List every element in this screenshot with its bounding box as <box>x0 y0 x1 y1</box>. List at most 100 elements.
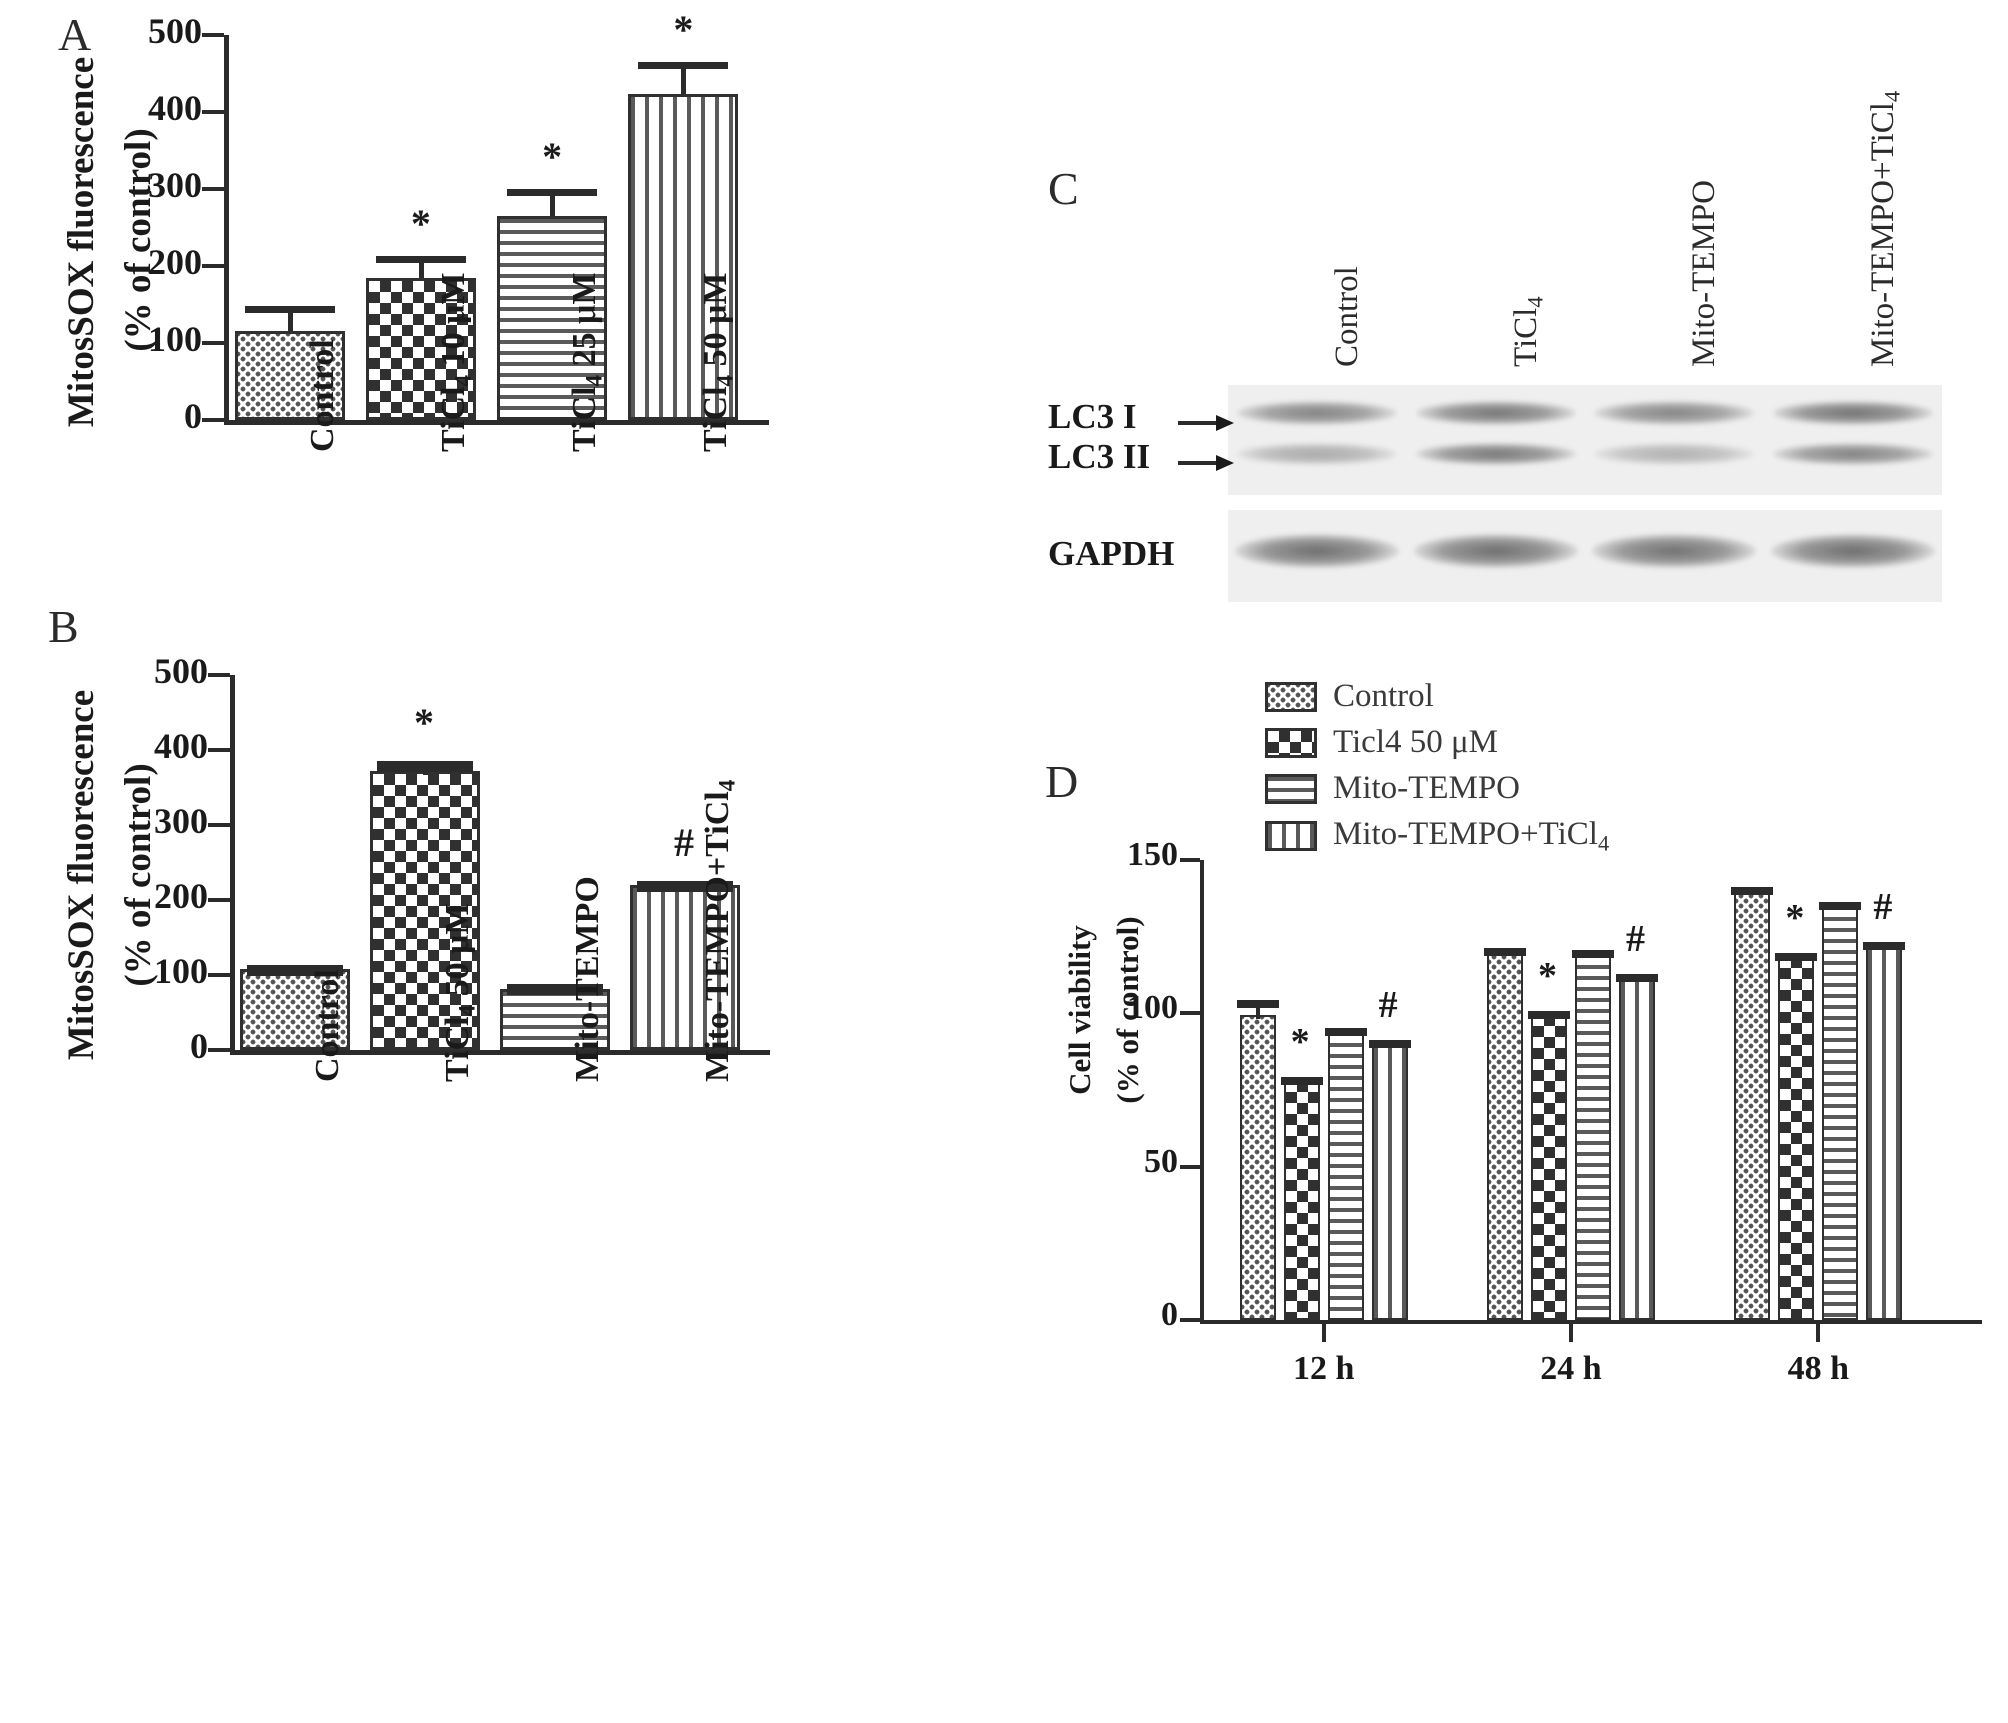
panel-c-band-lc3-i <box>1594 401 1755 425</box>
panel-d-error-bar <box>1731 886 1774 895</box>
panel-d-y-ticklabel: 100 <box>1127 989 1178 1027</box>
panel-b-bar <box>370 771 480 1050</box>
panel-d-error-bar <box>1324 1027 1367 1036</box>
panel-a-y-ticklabel: 500 <box>148 11 202 51</box>
panel-d-bar <box>1866 944 1903 1320</box>
panel-c-band-gapdh <box>1592 534 1757 568</box>
panel-b-ylabel-line1: MitosSOX fluorescence <box>61 689 102 1061</box>
panel-d-legend-swatch <box>1265 773 1317 804</box>
panel-d-bar <box>1487 950 1523 1320</box>
panel-a-error-bar <box>244 306 335 332</box>
panel-b-bar <box>500 988 610 1050</box>
panel-d-legend-swatch <box>1265 727 1317 758</box>
panel-a-letter: A <box>58 9 92 60</box>
panel-d-y-ticklabel: 0 <box>1161 1296 1178 1333</box>
panel-b-y-ticklabel: 0 <box>190 1026 208 1066</box>
panel-d-legend-swatch <box>1265 681 1317 712</box>
panel-a-y-ticklabel: 0 <box>184 396 202 436</box>
panel-b-y-ticklabel: 400 <box>154 726 208 766</box>
panel-d-significance-marker: # <box>1626 918 1645 961</box>
panel-d-y-tick <box>1180 1011 1200 1016</box>
panel-d-significance-marker: # <box>1378 984 1398 1026</box>
panel-d-x-tick <box>1816 1324 1821 1342</box>
panel-c-row-label-lc3-i: LC3 I <box>1048 397 1137 436</box>
panel-b-error-bar <box>507 984 603 995</box>
panel-b-y-tick <box>208 898 230 902</box>
error-bar-cap <box>377 760 473 772</box>
panel-b-y-ticklabel: 200 <box>154 876 208 916</box>
panel-d-y-ticklabel: 150 <box>1127 836 1178 873</box>
panel-a-y-ticklabel: 200 <box>148 242 202 282</box>
panel-c-letter: C <box>1048 163 1079 214</box>
panel-d-legend-item: Ticl4 50 μM <box>1265 724 1498 761</box>
error-bar-stem <box>550 189 556 216</box>
panel-d-bar <box>1575 952 1611 1320</box>
panel-a-bar <box>365 277 476 420</box>
panel-a-significance-marker: * <box>542 134 563 179</box>
panel-b-category-label: Control <box>309 969 346 1082</box>
panel-b-bar <box>630 885 740 1050</box>
panel-a-category-label: Control <box>303 339 341 452</box>
panel-d-significance-marker: * <box>1538 954 1557 997</box>
panel-b-y-tick <box>208 823 230 827</box>
panel-a-bar <box>628 94 739 420</box>
error-bar-cap <box>1572 949 1614 958</box>
panel-d-legend-item: Control <box>1265 678 1434 715</box>
panel-a-category-label: TiCl4 50 μM <box>697 272 739 452</box>
panel-a-error-bar <box>638 61 729 95</box>
panel-c-row-label-lc3-ii: LC3 II <box>1048 437 1151 476</box>
panel-d-error-bar <box>1616 974 1658 983</box>
panel-c-band-lc3-ii <box>1237 443 1398 465</box>
error-bar-stem <box>287 306 293 332</box>
panel-d-bar <box>1619 976 1655 1320</box>
panel-c-band-gapdh <box>1235 534 1400 568</box>
panel-d-y-tick <box>1180 1318 1200 1322</box>
error-bar-cap <box>1616 974 1658 983</box>
panel-c-band-lc3-i <box>1415 401 1576 425</box>
panel-d-legend-label: Control <box>1333 678 1434 714</box>
panel-d-error-bar <box>1572 949 1614 958</box>
panel-d-y-axis <box>1200 860 1204 1322</box>
error-bar-cap <box>375 255 466 263</box>
panel-d-bar <box>1283 1079 1320 1320</box>
panel-d-error-bar <box>1236 999 1279 1019</box>
panel-a-y-axis <box>224 35 229 422</box>
panel-c-lane-label: Control <box>1329 266 1366 367</box>
panel-d-error-bar <box>1484 948 1526 956</box>
error-bar-cap <box>1236 999 1279 1008</box>
panel-d-bar <box>1778 955 1815 1320</box>
panel-b-significance-marker: * <box>414 699 434 745</box>
panel-d-group-label: 48 h <box>1787 1350 1850 1387</box>
panel-d-error-bar <box>1528 1010 1570 1019</box>
panel-a-y-tick <box>202 418 224 422</box>
panel-d-significance-marker: * <box>1290 1020 1310 1063</box>
panel-d-group-label: 12 h <box>1292 1350 1355 1387</box>
panel-d-legend-label: Mito-TEMPO+TiCl4 <box>1333 816 1610 856</box>
panel-d-x-tick <box>1321 1324 1326 1342</box>
panel-c-band-lc3-i <box>1237 401 1398 425</box>
error-bar-cap <box>1280 1076 1323 1085</box>
error-bar-cap <box>1368 1040 1411 1048</box>
panel-b-y-tick <box>208 1048 230 1052</box>
panel-b-error-bar <box>247 964 343 976</box>
panel-c-arrow-icon <box>1178 453 1234 473</box>
panel-b-x-axis <box>230 1050 770 1055</box>
panel-b-category-label: TiCl4 50 μM <box>439 902 481 1082</box>
panel-c-arrow-icon <box>1178 413 1234 433</box>
panel-a-significance-marker: * <box>673 6 694 52</box>
panel-a-y-tick <box>202 264 224 268</box>
panel-c-band-gapdh <box>1770 534 1935 568</box>
panel-d-error-bar <box>1280 1076 1323 1085</box>
panel-b-y-axis <box>230 675 235 1052</box>
panel-a-error-bar <box>375 255 466 278</box>
error-bar-stem <box>1255 999 1260 1019</box>
panel-d-bar <box>1239 1014 1276 1320</box>
error-bar-cap <box>507 189 598 196</box>
panel-d-legend-label: Ticl4 50 μM <box>1333 724 1499 760</box>
panel-a-y-ticklabel: 400 <box>148 88 202 128</box>
panel-d-error-bar <box>1863 941 1906 950</box>
error-bar-cap <box>1775 952 1818 961</box>
panel-a-y-tick <box>202 33 224 37</box>
error-bar-cap <box>1863 941 1906 950</box>
panel-c-lane-label: TiCl4 <box>1507 296 1548 367</box>
